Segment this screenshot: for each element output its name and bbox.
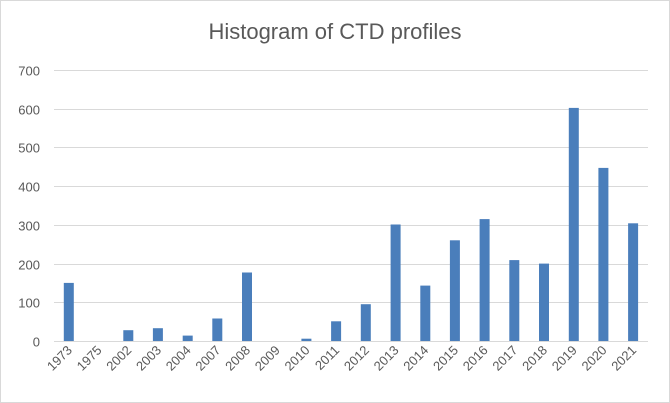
x-tick-label: 2010 [282, 343, 313, 374]
x-tick-label: 2021 [608, 343, 639, 374]
x-tick-label: 2019 [549, 343, 580, 374]
bar-2018 [539, 263, 549, 341]
bar-2003 [152, 328, 163, 341]
x-tick-label: 2007 [192, 343, 223, 374]
y-axis-ticks: 0 100 200 300 400 500 600 700 [18, 64, 40, 350]
x-tick-label: 2018 [519, 343, 550, 374]
bar-2013 [390, 224, 401, 341]
bar-2004 [182, 335, 193, 341]
x-tick-label: 2016 [460, 343, 491, 374]
bar-2019 [568, 107, 579, 342]
bar-2002 [123, 330, 134, 341]
y-tick-label: 700 [18, 64, 40, 79]
bar-2010 [301, 338, 312, 341]
bar-2020 [598, 167, 609, 341]
bars [63, 107, 639, 342]
grid-lines [54, 70, 648, 342]
x-tick-label: 1975 [74, 343, 105, 374]
bar-2011 [331, 321, 342, 341]
x-tick-label: 2014 [400, 343, 431, 374]
y-tick-label: 500 [18, 141, 40, 156]
x-tick-label: 2017 [489, 343, 520, 374]
y-tick-label: 400 [18, 180, 40, 195]
x-tick-label: 2009 [252, 343, 283, 374]
x-tick-label: 2020 [579, 343, 610, 374]
bar-2008 [242, 272, 252, 341]
bar-2015 [449, 240, 460, 341]
y-tick-label: 200 [18, 258, 40, 273]
x-tick-label: 2015 [430, 343, 461, 374]
y-tick-label: 100 [18, 296, 40, 311]
y-tick-label: 0 [33, 335, 40, 350]
x-tick-label: 2013 [371, 343, 402, 374]
y-tick-label: 300 [18, 219, 40, 234]
bar-2012 [360, 304, 371, 341]
x-tick-label: 2002 [103, 343, 134, 374]
x-tick-label: 1973 [44, 343, 75, 374]
chart-title: Histogram of CTD profiles [208, 19, 461, 44]
bar-2017 [509, 260, 520, 341]
x-tick-label: 2004 [163, 343, 194, 374]
bar-1973 [63, 282, 74, 341]
bar-2021 [628, 223, 639, 341]
x-tick-label: 2003 [133, 343, 164, 374]
x-tick-label: 2012 [341, 343, 372, 374]
x-tick-label: 2008 [222, 343, 253, 374]
x-tick-label: 2011 [312, 343, 342, 373]
bar-2016 [479, 219, 490, 341]
bar-2007 [212, 318, 223, 341]
bar-2014 [420, 285, 431, 341]
y-tick-label: 600 [18, 103, 40, 118]
